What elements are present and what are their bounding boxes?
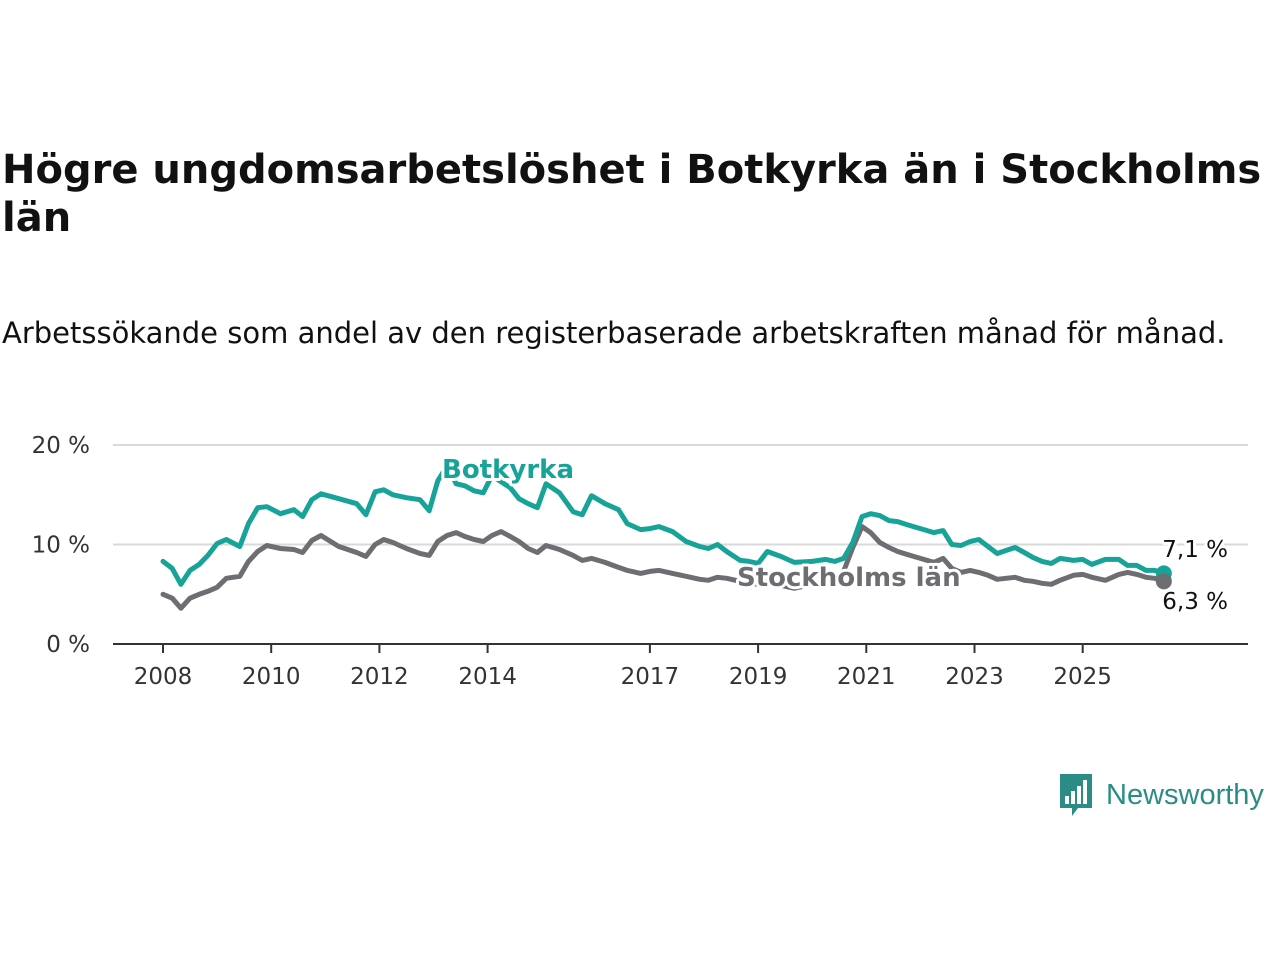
newsworthy-logo: Newsworthy <box>1058 772 1264 818</box>
series-labels: Botkyrka Stockholms län 7,1 % 6,3 % <box>439 452 1231 618</box>
x-tick-label: 2019 <box>729 664 788 690</box>
x-tick-label: 2012 <box>350 664 409 690</box>
series-label-botkyrka: Botkyrka <box>442 455 574 485</box>
x-tick-label: 2010 <box>242 664 301 690</box>
end-point-stockholms-lan <box>1155 573 1172 590</box>
x-tick-label: 2017 <box>621 664 680 690</box>
x-tick-label: 2021 <box>837 664 896 690</box>
axes: 0 % 10 % 20 % 2008 2010 2012 2014 2017 2019 2021 2… <box>32 433 1248 690</box>
y-tick-label: 20 % <box>32 433 90 459</box>
x-tick-label: 2008 <box>134 664 193 690</box>
y-tick-label: 0 % <box>46 632 90 658</box>
line-chart: 0 % 10 % 20 % 2008 2010 2012 2014 2017 2019 2021 2… <box>32 433 1248 690</box>
series-lines <box>160 463 1172 611</box>
chart-title: Högre ungdomsarbetslöshet i Botkyrka än … <box>2 147 1262 241</box>
series-line-botkyrka <box>160 463 1167 587</box>
series-label-stockholms-lan: Stockholms län <box>737 563 961 593</box>
newsworthy-chart-bubble-icon <box>1060 774 1092 816</box>
chart-subtitle: Arbetssökande som andel av den registerb… <box>2 316 1226 350</box>
y-tick-label: 10 % <box>32 533 90 559</box>
end-value-label-stockholms-lan: 6,3 % <box>1162 589 1228 615</box>
gridlines <box>113 444 1248 546</box>
series-line-stockholms-lan <box>160 524 1167 611</box>
brand-name: Newsworthy <box>1106 778 1264 811</box>
x-tick-label: 2014 <box>458 664 517 690</box>
x-tick-label: 2023 <box>945 664 1004 690</box>
end-value-label-botkyrka: 7,1 % <box>1162 537 1228 563</box>
x-tick-label: 2025 <box>1053 664 1112 690</box>
